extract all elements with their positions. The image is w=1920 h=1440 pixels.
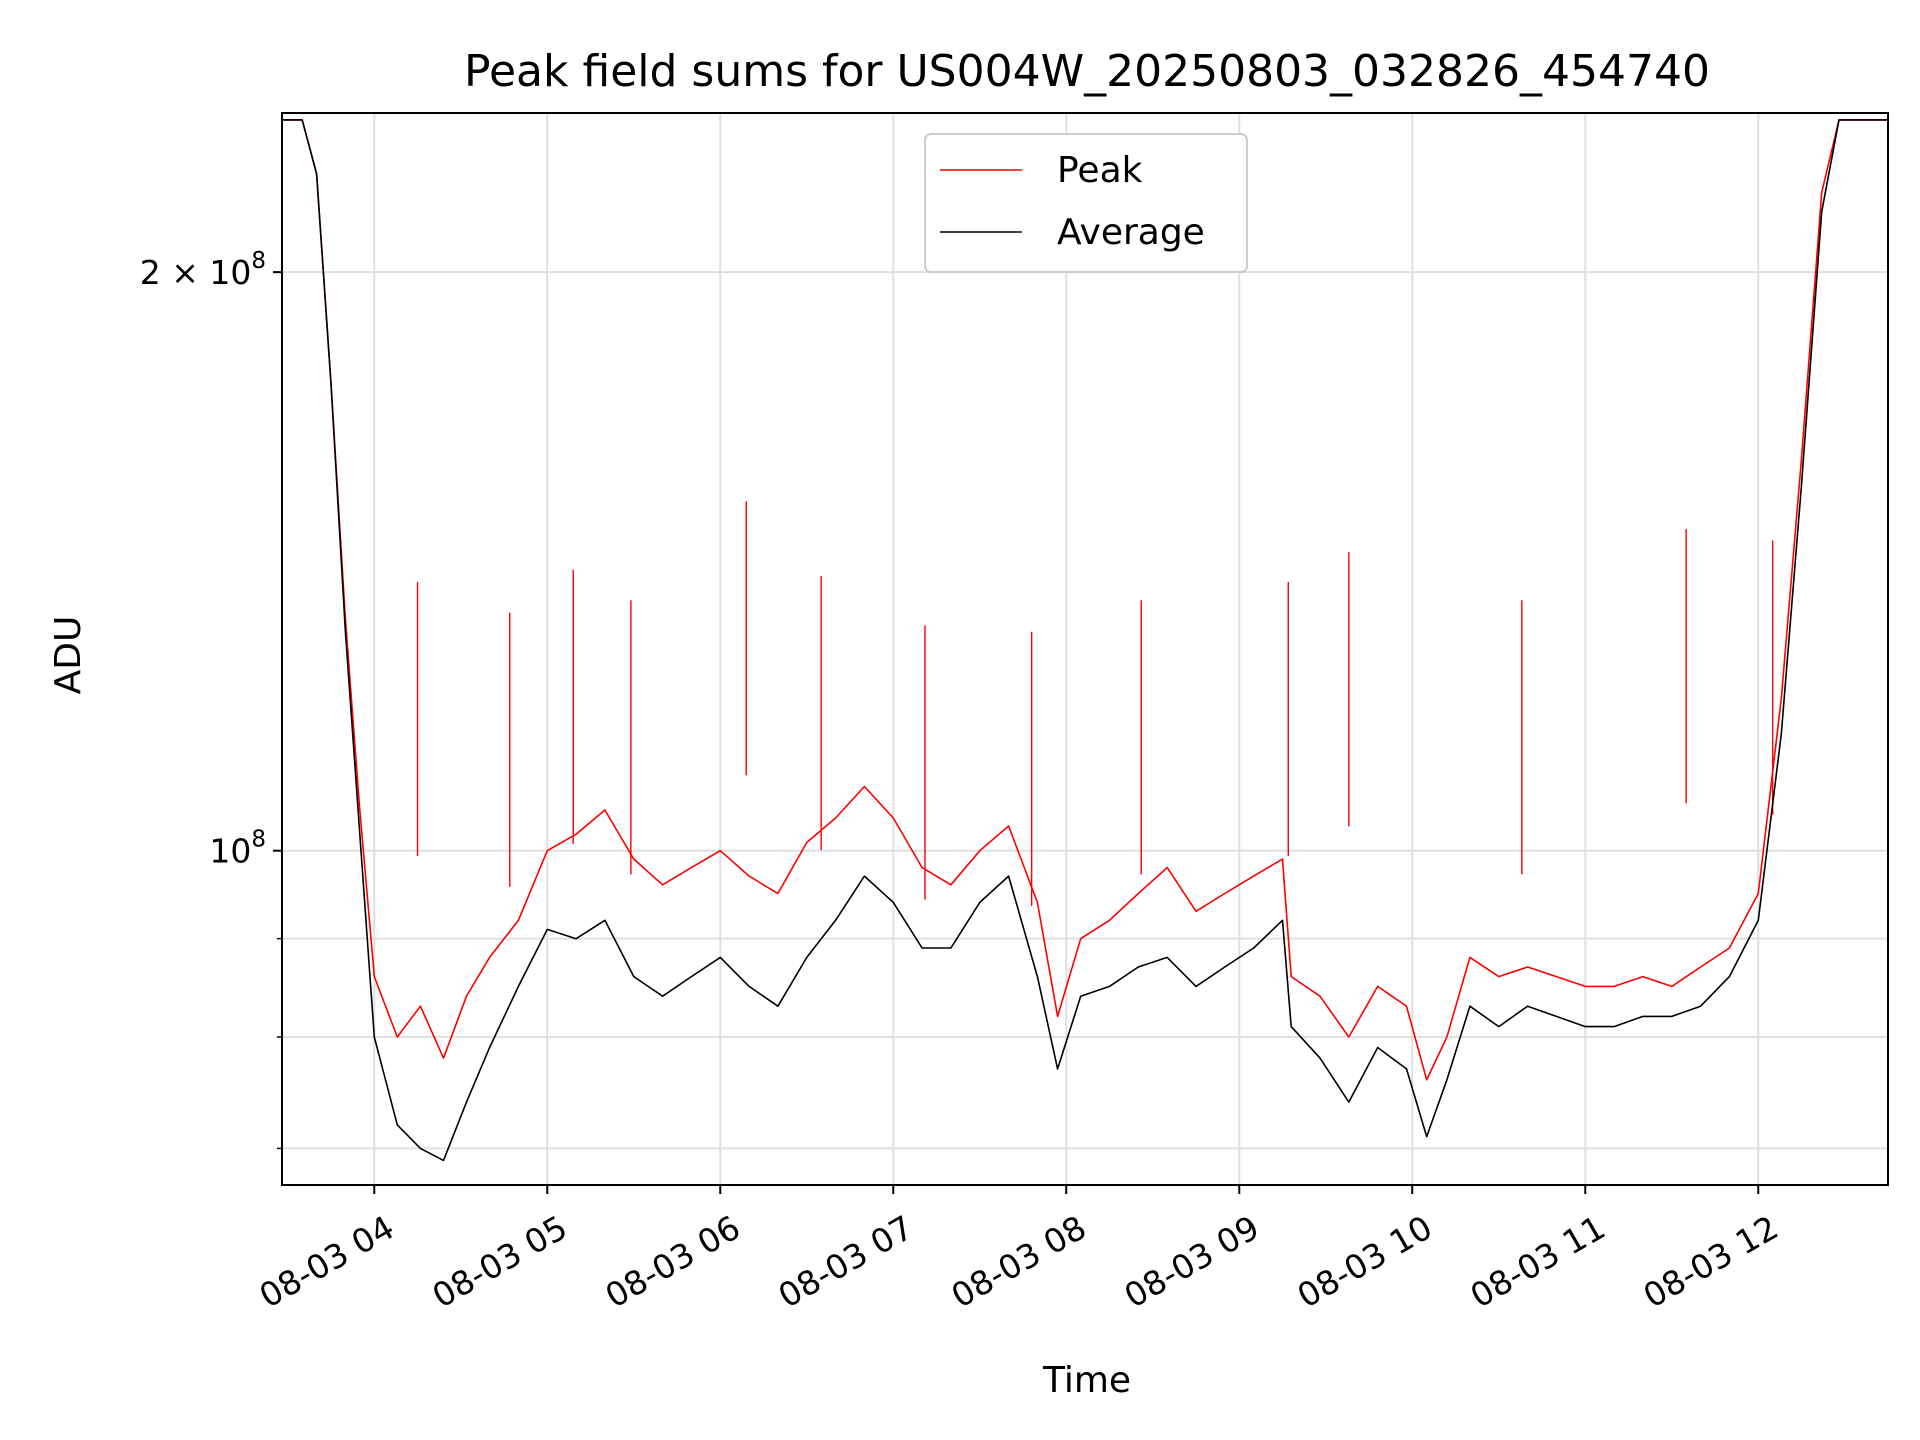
series-layer: [282, 119, 1888, 1162]
y-axis-label: ADU: [48, 616, 89, 695]
series-line-average: [282, 119, 1888, 1162]
y-tick-label: 2 × 108: [140, 248, 266, 292]
chart-title: Peak field sums for US004W_20250803_0328…: [464, 46, 1710, 97]
legend-label-peak: Peak: [1057, 150, 1143, 191]
legend-label-average: Average: [1057, 212, 1205, 253]
series-line-peak: [282, 119, 1888, 1081]
x-axis-label: Time: [1042, 1360, 1131, 1401]
legend-box: [924, 133, 1248, 273]
y-axis-ticks: 108 2 × 108: [140, 248, 282, 1150]
axes-frame: [281, 112, 1889, 1186]
y-tick-label: 108: [209, 827, 266, 871]
legend: Peak Average: [924, 133, 1248, 273]
